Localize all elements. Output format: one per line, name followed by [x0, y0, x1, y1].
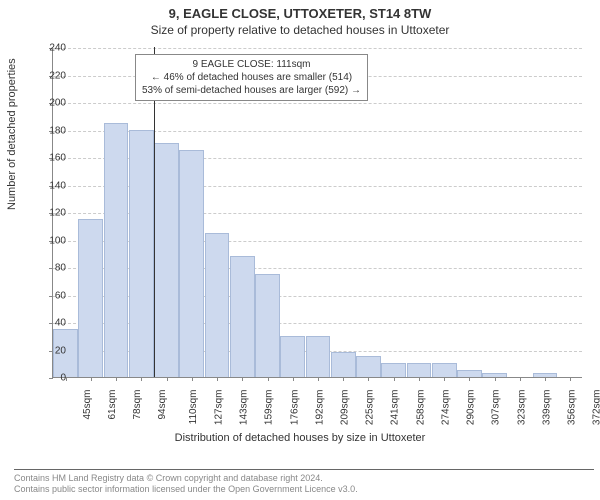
xtick-mark: [116, 377, 117, 381]
xtick-label: 339sqm: [541, 390, 552, 426]
annotation-line-1: 9 EAGLE CLOSE: 111sqm: [142, 58, 361, 71]
annotation-line-3: 53% of semi-detached houses are larger (…: [142, 84, 361, 97]
xtick-label: 258sqm: [415, 390, 426, 426]
xtick-mark: [293, 377, 294, 381]
xtick-label: 159sqm: [264, 390, 275, 426]
xtick-mark: [318, 377, 319, 381]
xtick-label: 225sqm: [365, 390, 376, 426]
xtick-label: 176sqm: [289, 390, 300, 426]
footer-line-1: Contains HM Land Registry data © Crown c…: [14, 473, 594, 485]
ytick-label: 120: [38, 208, 66, 219]
xtick-mark: [520, 377, 521, 381]
xtick-mark: [394, 377, 395, 381]
xtick-label: 372sqm: [592, 390, 600, 426]
histogram-bar: [230, 256, 255, 377]
histogram-bar: [154, 143, 179, 377]
xtick-mark: [167, 377, 168, 381]
xtick-mark: [545, 377, 546, 381]
xtick-mark: [343, 377, 344, 381]
xtick-mark: [141, 377, 142, 381]
histogram-bar: [179, 150, 204, 377]
annotation-line-2: ← 46% of detached houses are smaller (51…: [142, 71, 361, 84]
histogram-bar: [280, 336, 305, 377]
xtick-label: 45sqm: [82, 390, 93, 420]
xtick-mark: [268, 377, 269, 381]
xtick-label: 290sqm: [466, 390, 477, 426]
xtick-mark: [419, 377, 420, 381]
footer-line-2: Contains public sector information licen…: [14, 484, 594, 496]
chart-title-sub: Size of property relative to detached ho…: [0, 21, 600, 37]
histogram-bar: [255, 274, 280, 377]
histogram-bar: [104, 123, 129, 377]
x-axis-label: Distribution of detached houses by size …: [0, 432, 600, 444]
histogram-bar: [129, 130, 154, 378]
histogram-bar: [407, 363, 432, 377]
xtick-mark: [242, 377, 243, 381]
xtick-label: 241sqm: [390, 390, 401, 426]
footer: Contains HM Land Registry data © Crown c…: [14, 469, 594, 496]
xtick-mark: [192, 377, 193, 381]
ytick-label: 0: [38, 373, 66, 384]
xtick-label: 307sqm: [491, 390, 502, 426]
xtick-label: 192sqm: [314, 390, 325, 426]
ytick-label: 240: [38, 43, 66, 54]
xtick-label: 209sqm: [340, 390, 351, 426]
xtick-label: 143sqm: [239, 390, 250, 426]
xtick-mark: [570, 377, 571, 381]
histogram-bar: [381, 363, 406, 377]
ytick-label: 40: [38, 318, 66, 329]
ytick-label: 200: [38, 98, 66, 109]
xtick-label: 61sqm: [107, 390, 118, 420]
xtick-mark: [368, 377, 369, 381]
ytick-label: 100: [38, 235, 66, 246]
annotation-box: 9 EAGLE CLOSE: 111sqm ← 46% of detached …: [135, 54, 368, 101]
gridline: [53, 103, 582, 104]
xtick-mark: [469, 377, 470, 381]
xtick-label: 127sqm: [213, 390, 224, 426]
ytick-label: 220: [38, 70, 66, 81]
ytick-label: 20: [38, 345, 66, 356]
xtick-mark: [495, 377, 496, 381]
histogram-bar: [331, 352, 356, 377]
xtick-mark: [91, 377, 92, 381]
xtick-label: 356sqm: [567, 390, 578, 426]
ytick-label: 80: [38, 263, 66, 274]
xtick-label: 78sqm: [132, 390, 143, 420]
ytick-label: 60: [38, 290, 66, 301]
xtick-label: 94sqm: [157, 390, 168, 420]
histogram-bar: [457, 370, 482, 377]
gridline: [53, 48, 582, 49]
xtick-mark: [217, 377, 218, 381]
xtick-label: 110sqm: [187, 390, 198, 425]
plot-area: 45sqm61sqm78sqm94sqm110sqm127sqm143sqm15…: [52, 48, 582, 378]
xtick-label: 323sqm: [516, 390, 527, 426]
ytick-label: 160: [38, 153, 66, 164]
histogram-bar: [78, 219, 103, 377]
histogram-bar: [205, 233, 230, 377]
y-axis-label: Number of detached properties: [6, 58, 18, 210]
histogram-bar: [356, 356, 381, 377]
xtick-mark: [444, 377, 445, 381]
ytick-label: 140: [38, 180, 66, 191]
histogram-bar: [306, 336, 331, 377]
chart-title-main: 9, EAGLE CLOSE, UTTOXETER, ST14 8TW: [0, 0, 600, 21]
histogram-bar: [432, 363, 457, 377]
chart-container: 9, EAGLE CLOSE, UTTOXETER, ST14 8TW Size…: [0, 0, 600, 500]
xtick-label: 274sqm: [441, 390, 452, 426]
ytick-label: 180: [38, 125, 66, 136]
